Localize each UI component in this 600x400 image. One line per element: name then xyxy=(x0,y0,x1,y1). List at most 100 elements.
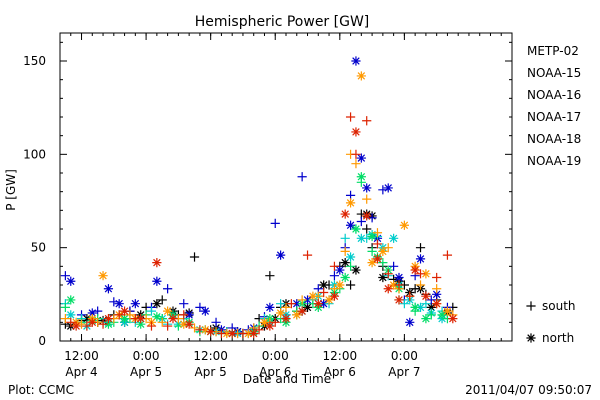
metp-02-north-point xyxy=(351,265,361,275)
metp-02-south-point xyxy=(265,271,275,281)
noaa-16-north-point xyxy=(66,310,76,320)
noaa-19-south-point xyxy=(319,287,329,298)
noaa-16-south-point xyxy=(146,306,157,316)
noaa-18-north-point xyxy=(163,306,173,316)
noaa-17-north-point xyxy=(421,314,431,324)
y-tick-label: 150 xyxy=(23,54,46,68)
noaa-18-south-point xyxy=(432,284,442,294)
noaa-17-south-point xyxy=(345,261,356,271)
noaa-18-south-point xyxy=(383,243,393,253)
noaa-18-north-point xyxy=(276,308,286,318)
noaa-15-south-point xyxy=(345,190,356,200)
noaa-18-north-point xyxy=(345,198,356,208)
noaa-15-north-point xyxy=(356,153,366,163)
noaa-17-south-point xyxy=(60,302,70,312)
x-tick-date-label: Apr 5 xyxy=(195,365,227,379)
noaa-19-north-point xyxy=(281,314,291,324)
noaa-19-south-point xyxy=(362,116,372,126)
noaa-15-north-point xyxy=(351,56,361,66)
noaa-15-south-point xyxy=(163,284,173,294)
noaa-17-north-point xyxy=(410,302,420,312)
plot-area: 0 50 100 150 12:00 Apr 4 0:00 Apr 5 12:00 Apr 5 0:… xyxy=(23,32,536,379)
x-tick-time-label: 0:00 xyxy=(262,349,289,363)
noaa-18-north-point xyxy=(179,319,189,329)
legend-north-symbol xyxy=(526,333,536,343)
noaa-18-north-point xyxy=(259,317,270,327)
noaa-18-north-point xyxy=(200,325,210,335)
metp-02-north-point xyxy=(82,314,92,324)
noaa-19-south-point xyxy=(238,328,248,339)
noaa-18-south-point xyxy=(415,280,426,290)
noaa-15-north-point xyxy=(114,299,124,309)
noaa-19-north-point xyxy=(383,284,393,294)
noaa-19-north-point xyxy=(394,295,404,305)
noaa-17-north-point xyxy=(103,319,114,329)
noaa-15-south-point xyxy=(195,302,205,312)
noaa-17-north-point xyxy=(136,319,146,329)
noaa-19-north-point xyxy=(421,291,431,301)
noaa-18-north-point xyxy=(442,306,453,316)
noaa-19-north-point xyxy=(152,258,162,268)
noaa-19-south-point xyxy=(254,325,264,335)
noaa-19-north-point xyxy=(340,209,350,219)
noaa-19-south-point xyxy=(351,149,361,159)
noaa-16-south-point xyxy=(340,233,350,243)
noaa-17-north-point xyxy=(340,272,350,283)
noaa-18-north-point xyxy=(399,220,409,230)
noaa-19-south-point xyxy=(345,112,356,122)
noaa-18-north-point xyxy=(324,295,334,305)
noaa-19-south-point xyxy=(82,321,92,331)
noaa-15-south-point xyxy=(60,271,70,281)
noaa-15-south-point xyxy=(356,216,366,227)
noaa-19-south-point xyxy=(415,269,426,279)
noaa-18-south-point xyxy=(189,323,200,333)
noaa-15-south-point xyxy=(211,317,221,327)
y-tick-label: 100 xyxy=(23,147,46,161)
noaa-19-north-point xyxy=(249,328,259,339)
metp-02-north-point xyxy=(152,299,162,309)
noaa-19-south-point xyxy=(270,317,280,327)
noaa-18-south-point xyxy=(340,246,350,256)
noaa-15-south-point xyxy=(426,295,436,305)
x-tick-date-label: Apr 6 xyxy=(259,365,291,379)
noaa-15-north-point xyxy=(432,289,442,299)
noaa-18-north-point xyxy=(243,328,253,339)
noaa-15-north-point xyxy=(265,302,275,312)
noaa-18-north-point xyxy=(292,310,302,320)
noaa-19-south-point xyxy=(286,299,296,309)
noaa-16-south-point xyxy=(421,299,431,309)
noaa-19-south-point xyxy=(302,250,313,260)
noaa-15-north-point xyxy=(276,250,286,260)
y-axis-label: P [GW] xyxy=(4,169,18,211)
noaa-19-north-point xyxy=(168,314,178,324)
noaa-15-south-point xyxy=(389,261,399,271)
noaa-15-north-point xyxy=(200,306,210,316)
noaa-18-north-point xyxy=(335,280,345,290)
noaa-15-north-point xyxy=(103,284,114,294)
legend: METP-02 NOAA-15 NOAA-16 NOAA-17 NOAA-18 NOAA-… xyxy=(527,44,581,345)
noaa-18-south-point xyxy=(157,317,167,327)
noaa-19-north-point xyxy=(351,127,361,137)
noaa-15-north-point xyxy=(87,308,97,318)
chart-title: Hemispheric Power [GW] xyxy=(195,14,370,30)
noaa-19-south-point xyxy=(163,321,173,331)
noaa-18-south-point xyxy=(372,228,383,238)
noaa-19-north-point xyxy=(432,299,442,309)
noaa-17-south-point xyxy=(378,258,388,268)
noaa-18-north-point xyxy=(356,71,366,81)
noaa-18-north-point xyxy=(389,280,399,290)
noaa-18-north-point xyxy=(421,269,431,279)
legend-entry-noaa-15: NOAA-15 xyxy=(527,66,581,80)
noaa-17-north-point xyxy=(437,310,447,320)
noaa-19-south-point xyxy=(66,317,76,327)
noaa-15-north-point xyxy=(405,317,415,327)
metp-02-north-point xyxy=(426,302,436,312)
noaa-19-south-point xyxy=(405,291,415,301)
noaa-16-south-point xyxy=(276,299,286,309)
plot-frame xyxy=(59,32,513,342)
metp-02-north-point xyxy=(319,280,329,290)
noaa-19-south-point xyxy=(372,239,383,249)
noaa-18-south-point xyxy=(329,284,340,294)
noaa-19-north-point xyxy=(410,265,420,275)
noaa-19-south-point xyxy=(98,319,108,329)
